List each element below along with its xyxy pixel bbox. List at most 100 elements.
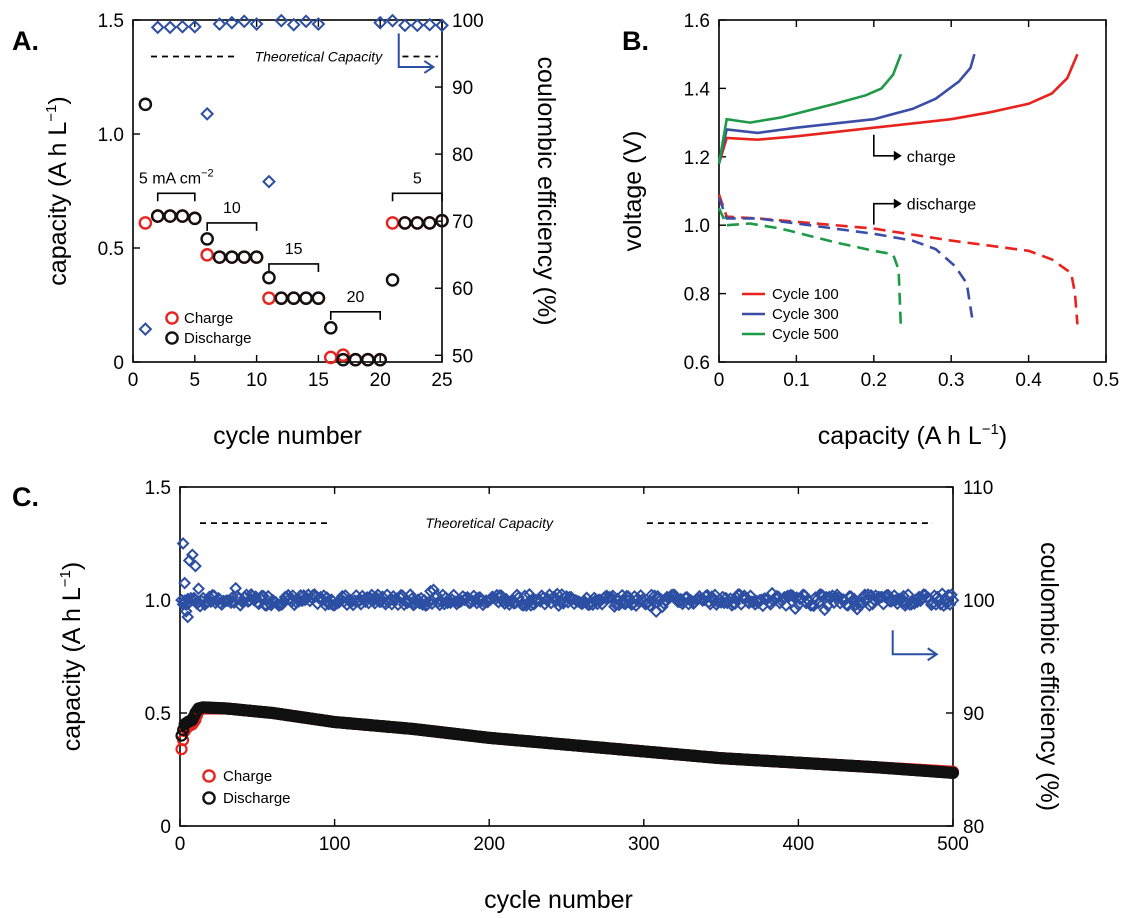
- c-efficiency-point: [787, 590, 801, 604]
- c-efficiency-point: [522, 587, 536, 601]
- c-efficiency-point: [246, 589, 260, 603]
- a-y2tick-label: 50: [452, 346, 473, 367]
- c-legend-label: Discharge: [223, 790, 291, 807]
- a-efficiency-arrow-head: [423, 60, 436, 74]
- c-efficiency-point: [912, 590, 926, 604]
- b-xtick-label: 0.5: [1093, 370, 1119, 391]
- a-efficiency-point: [299, 14, 313, 29]
- c-discharge-point: [175, 729, 188, 742]
- c-discharge-point: [946, 766, 960, 779]
- a-xtick-label: 0: [128, 370, 139, 391]
- b-discharge-curve: [717, 207, 903, 328]
- a-rate-label-sup: −2: [201, 167, 214, 179]
- c-theoretical-label: Theoretical Capacity: [425, 515, 554, 531]
- a-discharge-point: [262, 270, 276, 285]
- b-panel-label: B.: [622, 26, 649, 56]
- a-discharge-point: [150, 209, 165, 223]
- b-legend-label: Cycle 300: [772, 306, 839, 323]
- b-ytick-label: 0.8: [684, 285, 710, 306]
- a-y-axis-label-main: capacity (A h L: [44, 122, 72, 286]
- c-frame: [179, 486, 954, 827]
- a-y-axis-label: capacity (A h L−1): [43, 96, 72, 285]
- c-y-axis-label-main: capacity (A h L: [58, 587, 86, 751]
- c-xtick-label: 200: [473, 834, 505, 855]
- c-efficiency-point: [889, 593, 903, 607]
- a-x-axis-label: cycle number: [213, 422, 362, 450]
- b-ytick-label: 0.6: [684, 353, 710, 374]
- b-charge-label: charge: [907, 149, 956, 166]
- c-efficiency-point: [289, 595, 303, 609]
- c-xtick-label: 500: [937, 834, 969, 855]
- c-xtick-label: 100: [319, 834, 351, 855]
- a-rate-label: 10: [223, 200, 241, 217]
- c-efficiency-point: [202, 590, 216, 604]
- b-charge-curve: [717, 53, 903, 164]
- a-xtick-label: 5: [190, 370, 201, 391]
- a-efficiency-point: [286, 17, 301, 32]
- a-ytick-label: 0.5: [98, 239, 124, 260]
- b-discharge-curve: [717, 197, 974, 318]
- a-efficiency-point: [237, 14, 252, 29]
- b-ytick-label: 1.6: [684, 11, 710, 32]
- c-efficiency-point: [178, 576, 192, 590]
- c-efficiency-axis-arrow: [891, 630, 937, 656]
- a-efficiency-point: [212, 17, 227, 31]
- c-efficiency-point: [705, 590, 719, 604]
- a-charge-point: [262, 291, 276, 305]
- a-y2tick-label: 70: [452, 212, 473, 233]
- c-x-axis-label: cycle number: [484, 886, 633, 914]
- a-charge-point: [200, 248, 214, 262]
- b-discharge-curve: [717, 193, 1079, 325]
- c-efficiency-point: [179, 604, 193, 618]
- c-efficiency-point: [943, 598, 957, 611]
- panel-a: A. 0 5 10 15 20 25 0 0.5 1.0 1.5 50 60 70 80 90 100 cycle…: [12, 11, 560, 450]
- b-ytick-label: 1.0: [684, 216, 710, 237]
- a-y-axis-label-sup: −1: [43, 105, 60, 122]
- panel-c: C. 0 100 200 300 400 500 0 0.5 1.0 1.5 80 90 100 110 cy…: [12, 478, 1063, 914]
- a-discharge-point: [410, 216, 425, 230]
- a-ytick-label: 1.0: [98, 125, 124, 146]
- c-xtick-label: 400: [783, 834, 815, 855]
- b-legend-label: Cycle 100: [772, 286, 839, 303]
- a-rate-bracket: [391, 192, 443, 202]
- c-efficiency-point: [447, 588, 461, 602]
- a-efficiency-point: [138, 322, 153, 337]
- a-efficiency-point: [262, 174, 276, 189]
- c-efficiency-point: [403, 588, 417, 602]
- c-ytick-label: 0: [160, 817, 171, 838]
- c-efficiency-point: [192, 582, 205, 596]
- c-y2tick-label: 80: [963, 817, 984, 838]
- c-efficiency-point: [788, 602, 802, 616]
- c-efficiency-point: [181, 610, 195, 624]
- b-x-axis-label-sup: −1: [982, 421, 999, 438]
- a-efficiency-point: [385, 13, 400, 28]
- c-efficiency-point: [360, 590, 374, 604]
- a-discharge-point: [175, 209, 190, 223]
- a-xtick-label: 15: [308, 370, 329, 391]
- c-efficiency-point: [818, 603, 832, 617]
- b-charge-arrow: [873, 134, 900, 157]
- a-efficiency-point: [422, 17, 437, 32]
- panel-b: B. 0 0.1 0.2 0.3 0.4 0.5 0.6 0.8 1.0 1.2 1.4 1.6 capa…: [619, 11, 1119, 450]
- a-efficiency-point: [200, 106, 215, 121]
- a-efficiency-point: [224, 15, 239, 30]
- a-efficiency-point: [163, 20, 177, 35]
- b-x-axis-label-close: ): [999, 422, 1007, 450]
- b-ytick-label: 1.2: [684, 148, 710, 169]
- c-efficiency-arrow-head: [927, 647, 939, 662]
- b-y-axis-label: voltage (V): [619, 131, 647, 252]
- b-ytick-label: 1.4: [684, 79, 711, 100]
- c-efficiency-point: [335, 589, 349, 603]
- a-efficiency-point: [274, 13, 289, 28]
- a-frame: [132, 19, 443, 363]
- c-y-axis-label: capacity (A h L−1): [57, 562, 86, 751]
- b-x-axis-label-main: capacity (A h L: [818, 422, 982, 450]
- a-discharge-point: [237, 250, 252, 264]
- c-y2-axis-label: coulombic efficiency (%): [1035, 542, 1063, 811]
- a-legend-marker: [165, 311, 179, 325]
- a-ytick-label: 0: [113, 353, 124, 374]
- a-rate-label: 5: [413, 170, 422, 187]
- a-rate-label: 5 mA cm−2: [139, 167, 214, 187]
- c-efficiency-point: [176, 537, 190, 550]
